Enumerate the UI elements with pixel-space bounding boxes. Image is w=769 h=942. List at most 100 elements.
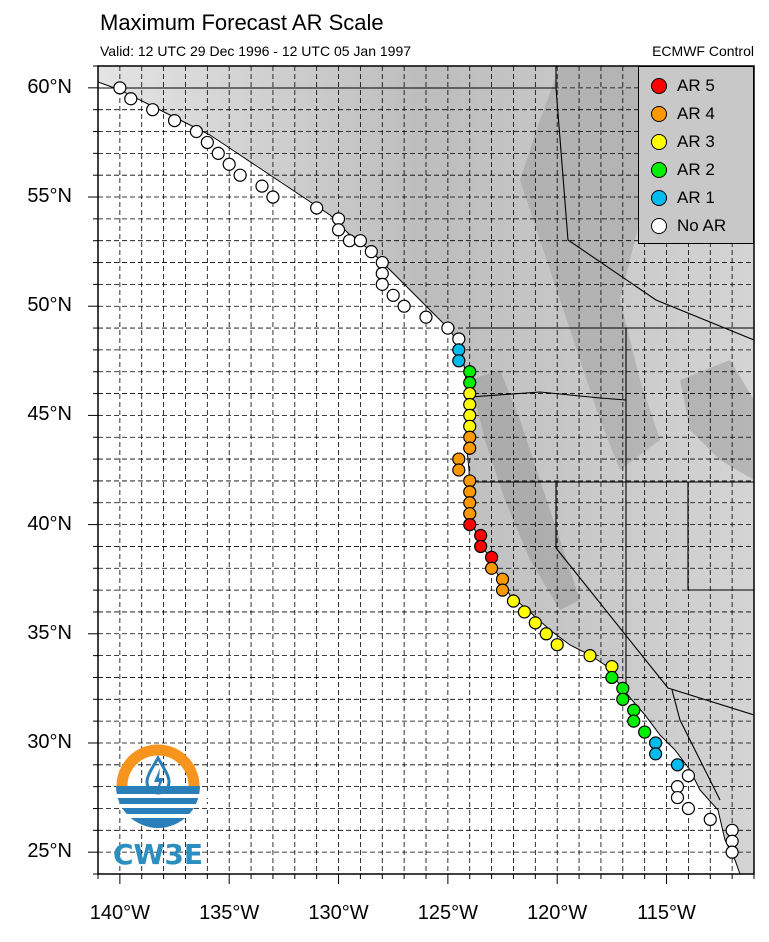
ar-legend: AR 5 AR 4 AR 3 AR 2 AR 1 No AR [638,66,754,244]
point-no-ar [725,823,739,837]
legend-item-ar3: AR 3 [651,129,715,155]
lat-tick-label: 30°N [27,730,72,753]
point-ar2 [605,670,619,685]
point-no-ar [342,234,357,248]
point-no-ar [375,277,389,291]
point-ar5 [485,550,499,564]
point-ar1 [648,747,663,761]
axis-ticks [88,65,755,884]
point-ar2 [638,725,652,739]
point-ar3 [463,408,477,423]
point-no-ar [681,801,696,816]
point-no-ar [452,332,466,346]
lat-tick-label: 25°N [27,840,72,863]
point-no-ar [670,780,685,794]
point-no-ar [331,212,346,226]
point-ar1 [670,758,685,772]
point-no-ar [386,288,400,302]
legend-item-no-ar: No AR [651,213,726,239]
point-no-ar [146,103,160,117]
point-ar2 [627,703,641,717]
legend-item-ar5: AR 5 [651,73,715,99]
point-no-ar [189,124,203,139]
lat-tick-label: 60°N [27,75,72,98]
point-ar4 [452,463,466,477]
legend-swatch-ar1 [651,190,667,206]
point-ar3 [463,397,477,412]
ar-points [113,81,739,859]
legend-label: AR 1 [677,188,715,207]
point-no-ar [375,266,389,281]
point-ar3 [583,649,597,663]
point-ar3 [528,616,542,630]
logo-text: CW3E [113,838,203,871]
point-ar4 [463,441,477,455]
point-ar3 [517,605,532,619]
point-ar4 [495,572,510,586]
lon-tick-label: 125°W [417,902,478,924]
point-no-ar [725,834,739,848]
point-ar3 [506,594,521,608]
point-no-ar [113,81,127,95]
lightning-icon [154,768,164,794]
map-frame [97,65,755,875]
lat-tick-label: 55°N [27,185,72,208]
point-ar4 [485,561,499,575]
lon-tick-label: 120°W [527,902,588,924]
point-ar5 [474,539,488,554]
point-ar3 [463,386,477,401]
point-no-ar [167,113,182,128]
legend-swatch-ar5 [651,78,667,94]
point-ar4 [463,507,477,521]
water-drop-icon [145,755,171,795]
lat-tick-label: 45°N [27,403,72,426]
point-no-ar [725,845,739,859]
point-no-ar [441,321,455,335]
point-no-ar [211,146,225,160]
point-ar2 [616,681,630,695]
point-no-ar [397,299,411,313]
point-ar4 [463,485,477,499]
point-ar3 [539,627,553,641]
political-borders [98,66,754,801]
point-no-ar [375,255,389,270]
point-ar4 [463,430,477,444]
lat-tick-label: 40°N [27,512,72,535]
lon-tick-label: 130°W [308,902,369,924]
point-ar1 [452,343,466,357]
map-title: Maximum Forecast AR Scale [100,10,384,35]
lon-tick-label: 115°W [637,902,696,924]
point-ar2 [463,365,477,379]
legend-item-ar1: AR 1 [651,185,715,211]
legend-swatch-no-ar [651,218,667,234]
point-no-ar [310,201,324,215]
point-no-ar [419,310,433,324]
mountain-shading [470,370,580,610]
valid-time-text: Valid: 12 UTC 29 Dec 1996 - 12 UTC 05 Ja… [100,43,412,59]
lon-tick-label: 140°W [89,902,150,924]
mountain-shading [680,360,754,480]
point-no-ar [364,245,378,259]
point-ar3 [605,659,619,674]
point-ar2 [463,376,477,390]
point-no-ar [331,223,346,237]
model-name-text: ECMWF Control [652,43,754,59]
lat-tick-label: 50°N [27,294,72,317]
point-ar5 [463,517,477,532]
point-ar3 [550,638,564,652]
point-no-ar [670,790,685,805]
point-ar3 [463,419,477,433]
point-ar4 [463,474,477,488]
point-ar2 [616,692,630,706]
legend-item-ar4: AR 4 [651,101,715,127]
legend-label: AR 2 [677,160,715,179]
graticule [98,66,754,874]
legend-label: No AR [677,216,727,235]
lat-tick-label: 35°N [27,621,72,644]
point-ar5 [474,528,488,543]
legend-label: AR 3 [677,132,715,151]
point-no-ar [124,92,138,106]
point-ar2 [627,714,641,728]
point-ar4 [452,452,466,466]
legend-swatch-ar2 [651,162,667,178]
